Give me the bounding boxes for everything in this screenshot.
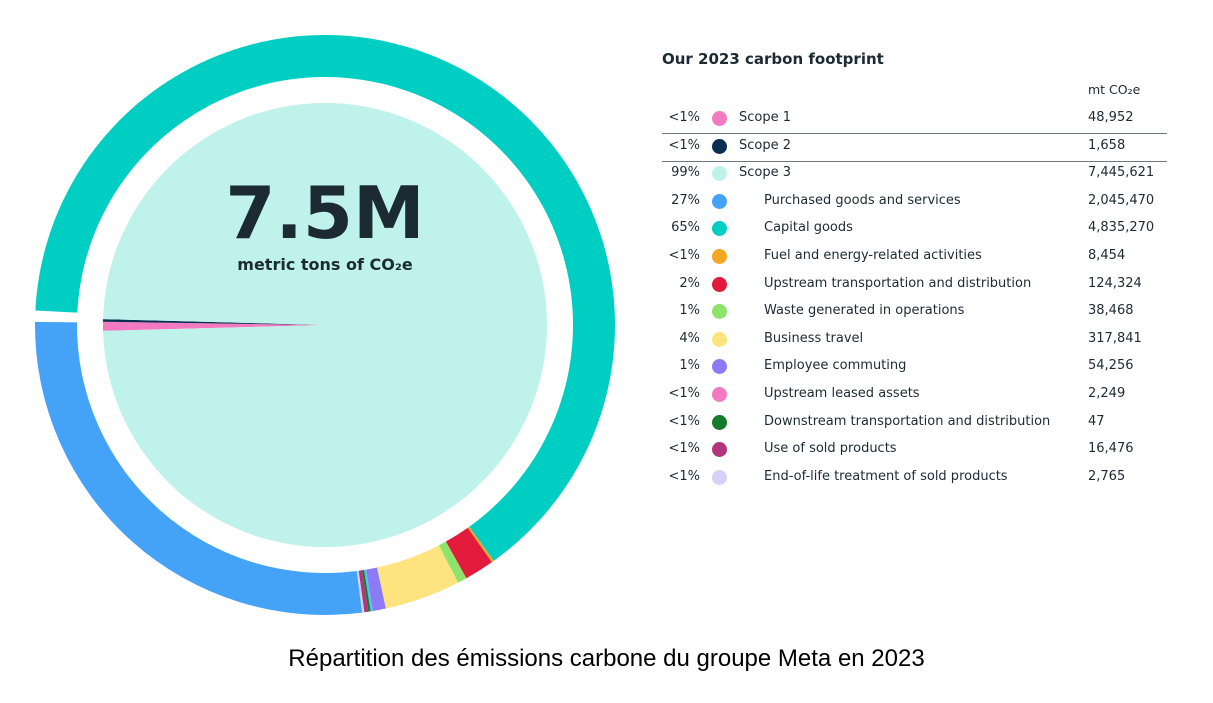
legend-swatch-icon <box>712 387 727 402</box>
inner-slice-scope-2 <box>103 319 326 325</box>
table-row: <1% Use of sold products 16,476 <box>662 437 1167 464</box>
row-label: Scope 3 <box>739 165 792 181</box>
row-label: End-of-life treatment of sold products <box>764 468 1008 484</box>
legend-swatch-icon <box>712 221 727 237</box>
inner-slice-scope-3 <box>103 102 547 547</box>
row-percent: 65% <box>671 220 700 236</box>
table-row: 27% Purchased goods and services 2,045,470 <box>662 189 1167 216</box>
row-value: 2,249 <box>1088 386 1126 401</box>
row-percent: <1% <box>668 468 700 484</box>
row-percent: 1% <box>679 358 700 374</box>
outer-slice-end-of-life-treatment-of-sold-products <box>356 570 365 613</box>
row-label: Scope 2 <box>739 137 792 153</box>
table-row: <1% End-of-life treatment of sold product… <box>662 465 1167 492</box>
row-percent: <1% <box>668 413 700 429</box>
table-row: 1% Waste generated in operations 38,468 <box>662 299 1167 326</box>
row-value: 16,476 <box>1088 441 1134 457</box>
outer-slice-employee-commuting <box>365 567 386 612</box>
legend-swatch-icon <box>712 249 727 264</box>
legend-swatch-icon <box>712 111 727 126</box>
row-label: Business travel <box>764 330 864 346</box>
legend-swatch-icon <box>712 469 727 485</box>
row-label: Upstream leased assets <box>764 386 920 401</box>
row-percent: 27% <box>671 192 700 208</box>
table-row: <1% Downstream transportation and distrib… <box>662 410 1167 437</box>
table-row: <1% Scope 1 48,952 <box>662 106 1167 134</box>
row-label: Capital goods <box>764 220 853 236</box>
table-row: <1% Scope 2 1,658 <box>662 134 1167 162</box>
outer-slice-use-of-sold-products <box>358 570 369 613</box>
row-value: 124,324 <box>1088 275 1142 291</box>
center-value: 7.5M <box>225 171 424 255</box>
row-label: Employee commuting <box>764 358 907 374</box>
outer-slice-waste-generated-in-operations <box>438 541 467 583</box>
row-label: Fuel and energy-related activities <box>764 248 982 263</box>
legend-swatch-icon <box>712 359 727 375</box>
row-value: 2,045,470 <box>1088 192 1155 208</box>
row-value: 8,454 <box>1088 248 1126 263</box>
row-percent: 99% <box>671 165 700 181</box>
center-label: metric tons of CO₂e <box>237 255 413 274</box>
row-label: Scope 1 <box>739 110 792 125</box>
legend-swatch-icon <box>712 138 727 154</box>
row-value: 2,765 <box>1088 468 1126 484</box>
legend-swatch-icon <box>712 276 727 292</box>
row-label: Waste generated in operations <box>764 303 965 319</box>
inner-disc <box>103 102 547 547</box>
table-row: 1% Employee commuting 54,256 <box>662 354 1167 381</box>
table-row: 4% Business travel 317,841 <box>662 327 1167 354</box>
row-value: 7,445,621 <box>1088 165 1155 181</box>
row-percent: <1% <box>668 110 700 125</box>
row-value: 4,835,270 <box>1088 220 1155 236</box>
row-percent: <1% <box>668 248 700 263</box>
table-row: 99% Scope 3 7,445,621 <box>662 161 1167 188</box>
legend-swatch-icon <box>712 414 727 430</box>
donut-chart: 7.5M metric tons of CO₂e <box>35 35 615 615</box>
row-label: Purchased goods and services <box>764 192 961 208</box>
table-title: Our 2023 carbon footprint <box>662 50 884 68</box>
table-row: <1% Fuel and energy-related activities 8,4… <box>662 244 1167 271</box>
outer-slice-upstream-leased-assets <box>363 569 373 612</box>
legend-swatch-icon <box>712 331 727 347</box>
row-value: 317,841 <box>1088 330 1142 346</box>
unit-header: mt CO₂e <box>1088 82 1141 97</box>
outer-slice-downstream-transportation-and-distribution <box>362 569 371 612</box>
row-label: Downstream transportation and distributi… <box>764 413 1051 429</box>
row-percent: 4% <box>679 330 700 346</box>
row-value: 47 <box>1088 413 1105 429</box>
row-percent: 2% <box>679 275 700 291</box>
figure-caption: Répartition des émissions carbone du gro… <box>288 645 925 672</box>
table-row: 65% Capital goods 4,835,270 <box>662 216 1167 243</box>
row-percent: 1% <box>679 303 700 319</box>
row-value: 38,468 <box>1088 303 1134 319</box>
row-percent: <1% <box>668 441 700 457</box>
outer-slice-fuel-and-energy-related-activities <box>467 526 494 563</box>
legend-swatch-icon <box>712 304 727 320</box>
outer-slice-purchased-goods-and-services <box>35 321 363 615</box>
row-percent: <1% <box>668 386 700 401</box>
row-value: 48,952 <box>1088 110 1134 125</box>
legend-swatch-icon <box>712 166 727 182</box>
outer-ring <box>35 35 615 615</box>
row-value: 1,658 <box>1088 137 1126 153</box>
row-label: Use of sold products <box>764 441 897 457</box>
outer-slice-upstream-transportation-and-distribution <box>445 527 492 579</box>
legend-swatch-icon <box>712 193 727 209</box>
legend-swatch-icon <box>712 442 727 458</box>
outer-slice-business-travel <box>377 545 459 609</box>
inner-slice-scope-1 <box>103 321 325 331</box>
row-value: 54,256 <box>1088 358 1134 374</box>
table-row: <1% Upstream leased assets 2,249 <box>662 382 1167 409</box>
table-row: 2% Upstream transportation and distributi… <box>662 272 1167 299</box>
row-percent: <1% <box>668 137 700 153</box>
row-label: Upstream transportation and distribution <box>764 275 1032 291</box>
